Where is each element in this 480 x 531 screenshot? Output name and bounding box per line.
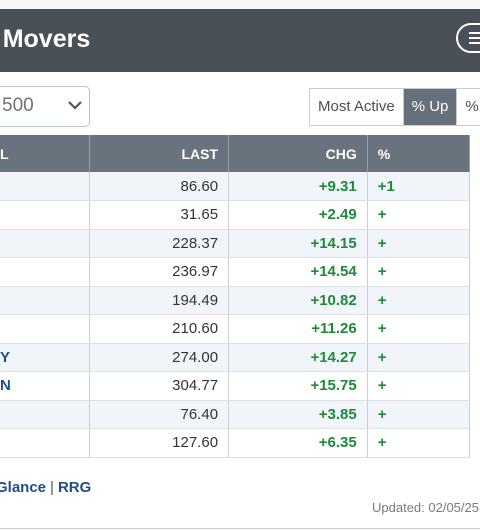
- menu-button[interactable]: [456, 23, 480, 53]
- rrg-link[interactable]: RRG: [57, 479, 92, 496]
- table-row[interactable]: Y 274.00 +14.27 +: [0, 343, 471, 372]
- table-header-row: L LAST CHG %: [0, 135, 471, 172]
- link-separator: |: [50, 479, 54, 496]
- tab-most-active[interactable]: Most Active: [318, 98, 395, 115]
- glance-link[interactable]: Glance: [0, 479, 47, 496]
- row-symbol[interactable]: [0, 172, 91, 201]
- row-last: 304.77: [89, 371, 230, 401]
- table-row[interactable]: 236.97 +14.54 +: [0, 257, 471, 287]
- row-percent: +1: [367, 172, 471, 201]
- table-row[interactable]: 210.60 +11.26 +: [0, 314, 471, 344]
- row-change: +11.26: [228, 314, 368, 344]
- row-change: +3.85: [228, 400, 368, 429]
- row-last: 76.40: [89, 400, 230, 429]
- row-last: 31.65: [89, 200, 230, 230]
- row-symbol[interactable]: Y: [0, 343, 91, 372]
- row-last: 236.97: [89, 257, 230, 287]
- row-percent: +: [367, 400, 471, 429]
- row-symbol[interactable]: N: [0, 371, 91, 401]
- table-row[interactable]: 31.65 +2.49 +: [0, 200, 471, 230]
- table-row[interactable]: 76.40 +3.85 +: [0, 400, 471, 429]
- row-percent: +: [367, 428, 471, 458]
- column-header-change[interactable]: CHG: [228, 135, 368, 172]
- row-change: +9.31: [228, 172, 368, 201]
- table-row[interactable]: 194.49 +10.82 +: [0, 286, 471, 315]
- index-select-value: 500: [2, 95, 34, 116]
- row-percent: +: [367, 314, 471, 344]
- index-select[interactable]: 500: [0, 86, 90, 127]
- updated-timestamp: Updated: 02/05/25: [372, 500, 479, 515]
- row-percent: +: [367, 343, 471, 372]
- column-header-symbol[interactable]: L: [0, 135, 91, 172]
- row-symbol[interactable]: [0, 257, 91, 287]
- row-change: +15.75: [228, 371, 368, 401]
- table-row[interactable]: 127.60 +6.35 +: [0, 428, 471, 458]
- row-percent: +: [367, 200, 471, 230]
- top-divider: [0, 0, 480, 9]
- footer-links: Glance | RRG: [0, 479, 91, 496]
- row-symbol[interactable]: [0, 314, 91, 344]
- widget-header: arket Movers: [0, 9, 480, 72]
- row-last: 194.49: [89, 286, 230, 315]
- row-symbol[interactable]: [0, 200, 91, 230]
- row-last: 127.60: [89, 428, 230, 458]
- bottom-divider: [0, 528, 480, 529]
- row-last: 210.60: [89, 314, 230, 344]
- row-last: 86.60: [89, 172, 230, 201]
- row-change: +14.15: [228, 229, 368, 258]
- row-symbol[interactable]: [0, 286, 91, 315]
- row-change: +6.35: [228, 428, 368, 458]
- table-row[interactable]: 228.37 +14.15 +: [0, 229, 471, 258]
- row-change: +2.49: [228, 200, 368, 230]
- row-symbol[interactable]: [0, 428, 91, 458]
- row-symbol[interactable]: [0, 400, 91, 429]
- widget-title: arket Movers: [0, 25, 91, 53]
- row-percent: +: [367, 286, 471, 315]
- mover-filter-tabs: Most Active % Up %: [309, 88, 480, 126]
- row-change: +14.27: [228, 343, 368, 372]
- tab-percent-down[interactable]: %: [456, 89, 480, 125]
- row-change: +10.82: [228, 286, 368, 315]
- column-header-percent[interactable]: %: [367, 135, 471, 172]
- column-header-last[interactable]: LAST: [89, 135, 230, 172]
- row-last: 228.37: [89, 229, 230, 258]
- table-row[interactable]: 86.60 +9.31 +1: [0, 172, 471, 201]
- chevron-down-icon: [68, 101, 82, 110]
- tab-percent-up[interactable]: % Up: [402, 89, 457, 125]
- table-row[interactable]: N 304.77 +15.75 +: [0, 371, 471, 401]
- row-last: 274.00: [89, 343, 230, 372]
- row-percent: +: [367, 257, 471, 287]
- row-percent: +: [367, 371, 471, 401]
- movers-table: L LAST CHG % 86.60 +9.31 +1 31.65 +2.49 +228.…: [0, 135, 471, 458]
- row-symbol[interactable]: [0, 229, 91, 258]
- row-percent: +: [367, 229, 471, 258]
- row-change: +14.54: [228, 257, 368, 287]
